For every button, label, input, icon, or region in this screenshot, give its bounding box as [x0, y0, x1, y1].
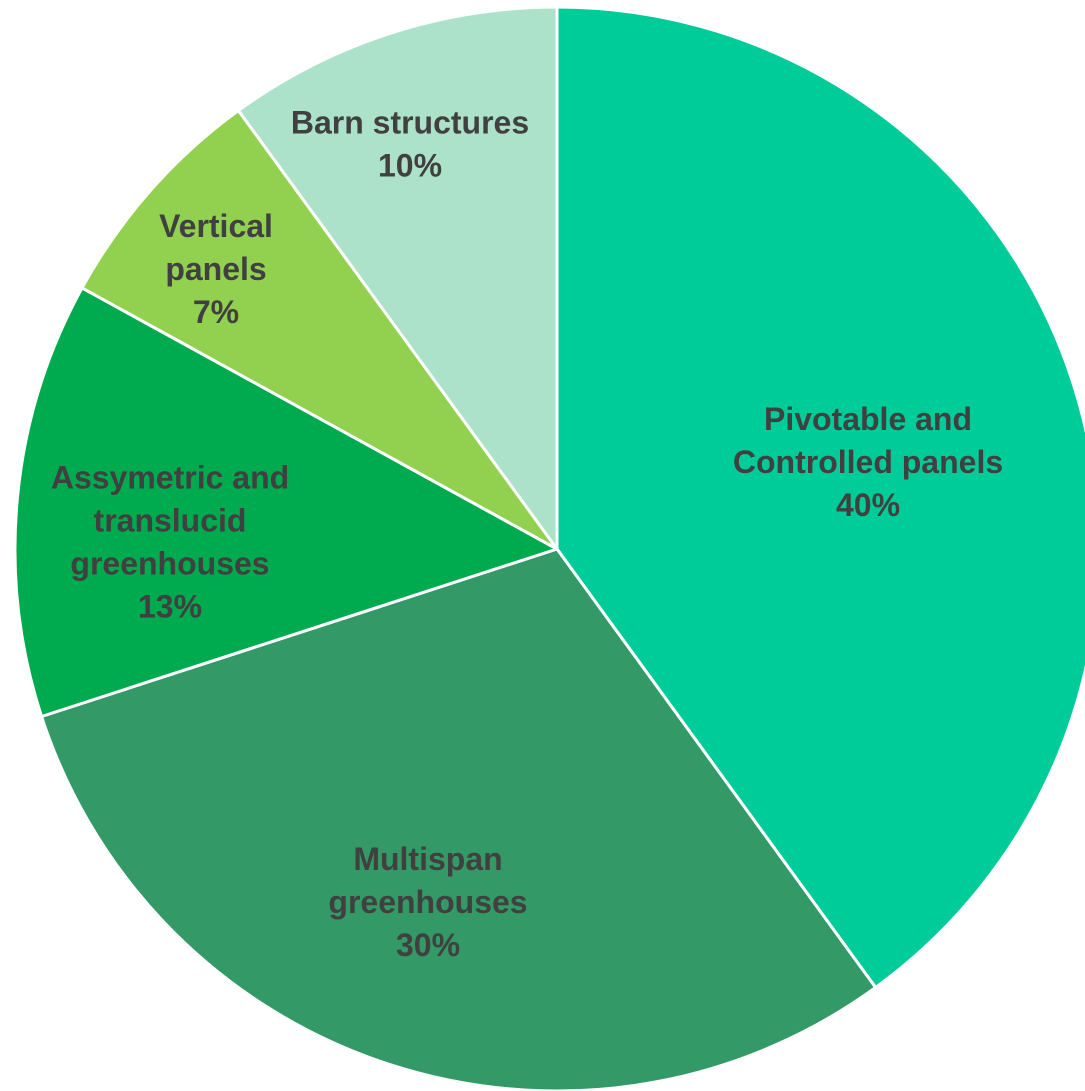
pie-data-label-5: Barn structures 10%: [291, 105, 529, 184]
pie-data-label-4: Vertical panels 7%: [159, 208, 273, 330]
pie-slice-1: [555, 5, 1085, 989]
pie-data-labels: Pivotable and Controlled panels 40% Multisp…: [51, 105, 1003, 964]
pie-slice-3: [13, 286, 559, 718]
pie-slice-5: [236, 5, 559, 551]
pie-data-label-1: Pivotable and Controlled panels 40%: [733, 401, 1003, 523]
pie-slice-2: [40, 547, 878, 1091]
pie-slices: [13, 5, 1085, 1091]
pie-data-label-3: Assymetric and translucid greenhouses 13%: [51, 460, 289, 625]
pie-slice-4: [80, 109, 559, 551]
pie-data-label-2: Multispan greenhouses 30%: [328, 841, 527, 963]
